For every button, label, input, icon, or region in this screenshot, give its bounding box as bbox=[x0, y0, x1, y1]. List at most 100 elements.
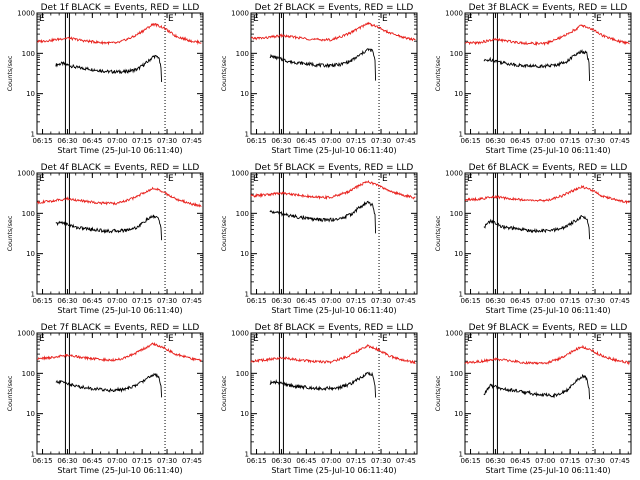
x-tick-label: 07:15 bbox=[132, 137, 152, 145]
panel-det-2: Det 2f BLACK = Events, RED = LLD Start Ti… bbox=[220, 3, 418, 155]
x-axis-label: Start Time (25-Jul-10 06:11:40) bbox=[57, 306, 182, 315]
y-tick-label: 1000 bbox=[231, 170, 249, 178]
x-axis-label: Start Time (25-Jul-10 06:11:40) bbox=[271, 146, 396, 155]
series-events-line bbox=[483, 373, 591, 400]
panel-title: Det 2f BLACK = Events, RED = LLD bbox=[255, 3, 414, 13]
y-tick-label: 10 bbox=[26, 410, 35, 418]
x-tick-label: 07:00 bbox=[535, 137, 555, 145]
y-tick-label: 10 bbox=[26, 90, 35, 98]
y-axis-label: Counts/sec bbox=[6, 215, 14, 251]
x-tick-label: 07:30 bbox=[585, 457, 605, 465]
y-tick-label: 10 bbox=[240, 410, 249, 418]
panel-det-7: Det 7f BLACK = Events, RED = LLD Start Ti… bbox=[6, 323, 204, 475]
y-tick-label: 1000 bbox=[445, 10, 463, 18]
y-tick-label: 1000 bbox=[445, 170, 463, 178]
x-tick-label: 06:15 bbox=[32, 297, 52, 305]
panel-det-3: Det 3f BLACK = Events, RED = LLD Start Ti… bbox=[434, 3, 632, 155]
x-tick-label: 06:30 bbox=[485, 297, 505, 305]
x-tick-label: 07:15 bbox=[560, 297, 580, 305]
y-tick-label: 100 bbox=[22, 50, 35, 58]
panel-title: Det 7f BLACK = Events, RED = LLD bbox=[41, 323, 200, 333]
annotation-e: E bbox=[467, 334, 473, 344]
annotation-e: E bbox=[382, 334, 388, 344]
x-tick-label: 06:15 bbox=[246, 137, 266, 145]
y-tick-label: 1000 bbox=[17, 330, 35, 338]
y-axis-label: Counts/sec bbox=[220, 375, 228, 411]
x-tick-label: 07:00 bbox=[107, 137, 127, 145]
x-tick-label: 07:45 bbox=[396, 137, 416, 145]
y-tick-label: 100 bbox=[450, 210, 463, 218]
x-tick-label: 07:45 bbox=[182, 137, 202, 145]
x-tick-label: 07:45 bbox=[610, 137, 630, 145]
annotation-e: E bbox=[39, 14, 45, 24]
annotation-e: E bbox=[168, 334, 174, 344]
x-tick-label: 07:30 bbox=[157, 457, 177, 465]
series-lld-line bbox=[250, 343, 416, 365]
y-tick-label: 10 bbox=[26, 250, 35, 258]
x-tick-label: 07:30 bbox=[371, 297, 391, 305]
panel-det-1: Det 1f BLACK = Events, RED = LLD Start Ti… bbox=[6, 3, 204, 155]
y-tick-label: 1000 bbox=[17, 170, 35, 178]
x-tick-label: 06:30 bbox=[271, 297, 291, 305]
x-tick-label: 07:45 bbox=[396, 457, 416, 465]
panel-det-9: Det 9f BLACK = Events, RED = LLD Start Ti… bbox=[434, 323, 632, 475]
x-axis-label: Start Time (25-Jul-10 06:11:40) bbox=[271, 466, 396, 475]
x-tick-label: 07:00 bbox=[535, 297, 555, 305]
annotation-e: E bbox=[253, 14, 259, 24]
series-lld-line bbox=[36, 341, 202, 363]
x-tick-label: 07:00 bbox=[321, 297, 341, 305]
annotation-e: E bbox=[382, 14, 388, 24]
x-tick-label: 06:15 bbox=[460, 457, 480, 465]
x-tick-label: 06:45 bbox=[296, 457, 316, 465]
plot-frame bbox=[36, 172, 204, 295]
x-tick-label: 06:30 bbox=[271, 457, 291, 465]
y-tick-label: 10 bbox=[454, 250, 463, 258]
series-events-line bbox=[55, 372, 163, 398]
series-events-line bbox=[55, 54, 163, 83]
x-tick-label: 07:00 bbox=[107, 457, 127, 465]
x-axis-label: Start Time (25-Jul-10 06:11:40) bbox=[57, 146, 182, 155]
y-tick-label: 100 bbox=[236, 210, 249, 218]
annotation-e: E bbox=[596, 334, 602, 344]
annotation-e: E bbox=[596, 174, 602, 184]
x-tick-label: 07:00 bbox=[321, 137, 341, 145]
annotation-e: E bbox=[382, 174, 388, 184]
x-axis-label: Start Time (25-Jul-10 06:11:40) bbox=[271, 306, 396, 315]
x-tick-label: 07:15 bbox=[346, 137, 366, 145]
x-tick-label: 07:30 bbox=[157, 297, 177, 305]
plot-frame bbox=[36, 332, 204, 455]
annotation-e: E bbox=[39, 174, 45, 184]
panel-title: Det 5f BLACK = Events, RED = LLD bbox=[255, 163, 414, 173]
x-tick-label: 06:45 bbox=[296, 297, 316, 305]
y-tick-label: 100 bbox=[236, 50, 249, 58]
y-tick-label: 1 bbox=[459, 131, 463, 139]
series-lld-line bbox=[250, 21, 416, 42]
annotation-e: E bbox=[467, 174, 473, 184]
x-axis-label: Start Time (25-Jul-10 06:11:40) bbox=[57, 466, 182, 475]
x-tick-label: 07:45 bbox=[182, 297, 202, 305]
x-tick-label: 07:45 bbox=[182, 457, 202, 465]
y-tick-label: 1 bbox=[459, 451, 463, 459]
y-tick-label: 1000 bbox=[445, 330, 463, 338]
plot-frame bbox=[464, 12, 632, 135]
x-tick-label: 07:00 bbox=[321, 457, 341, 465]
series-events-line bbox=[55, 214, 163, 241]
y-tick-label: 1000 bbox=[231, 330, 249, 338]
series-lld-line bbox=[36, 186, 202, 208]
y-axis-label: Counts/sec bbox=[220, 55, 228, 91]
plot-frame bbox=[36, 12, 204, 135]
x-tick-label: 06:30 bbox=[57, 297, 77, 305]
y-tick-label: 1 bbox=[31, 451, 35, 459]
series-lld-line bbox=[464, 344, 630, 366]
x-tick-label: 07:15 bbox=[132, 297, 152, 305]
y-tick-label: 10 bbox=[454, 410, 463, 418]
x-tick-label: 07:30 bbox=[157, 137, 177, 145]
series-lld-line bbox=[250, 180, 416, 201]
x-tick-label: 07:45 bbox=[610, 457, 630, 465]
x-tick-label: 06:30 bbox=[57, 137, 77, 145]
series-events-line bbox=[269, 48, 377, 81]
plot-frame bbox=[464, 172, 632, 295]
x-tick-label: 07:15 bbox=[346, 297, 366, 305]
x-tick-label: 07:00 bbox=[107, 297, 127, 305]
x-tick-label: 07:30 bbox=[371, 457, 391, 465]
